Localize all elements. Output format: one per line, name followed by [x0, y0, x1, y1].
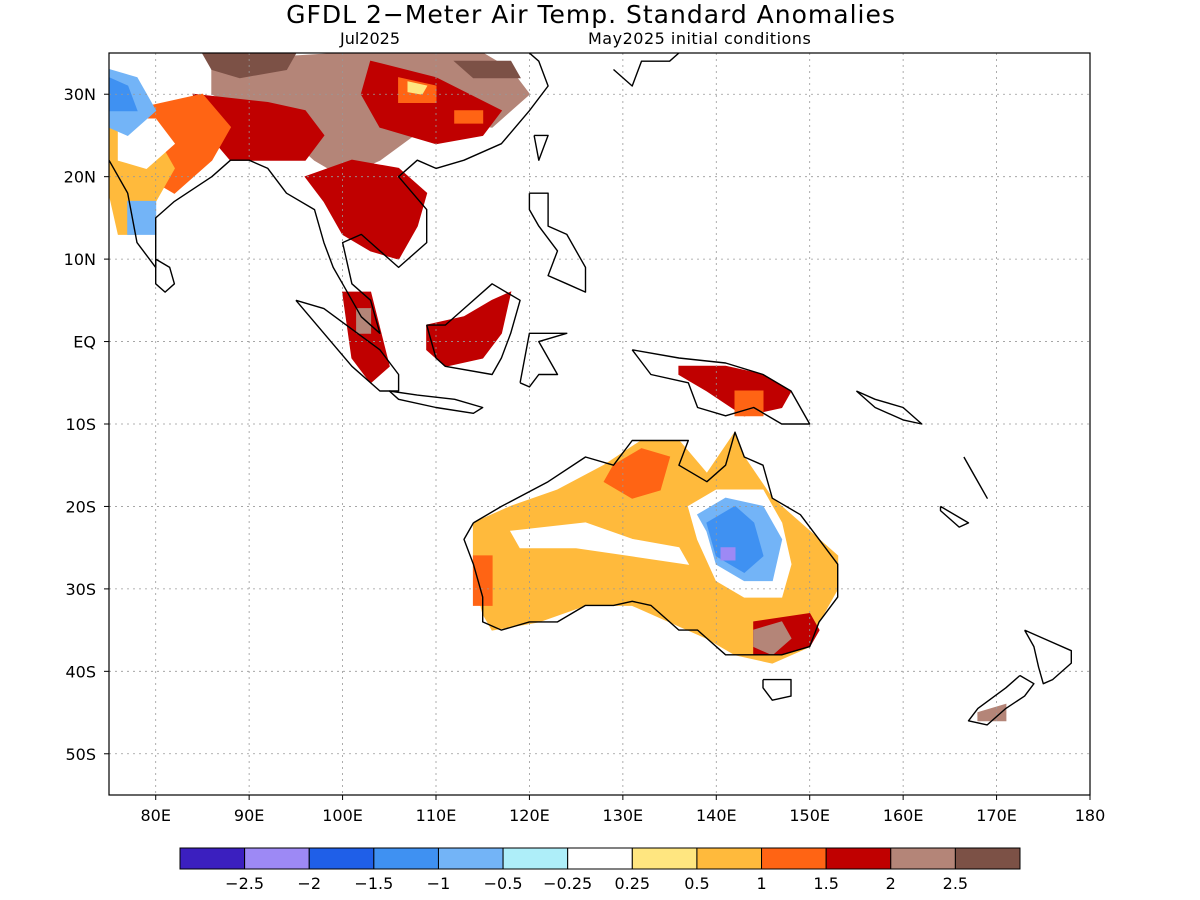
colorbar-label: −0.5 [484, 874, 523, 893]
colorbar: −2.5 −2 −1.5 −1 −0.5 −0.25 0.25 0.5 1 1.5 2 2.5 [179, 847, 1021, 893]
coastline-vanuatu [963, 456, 988, 499]
coastline-nz-south [967, 674, 1035, 726]
y-tick-label: 20N [64, 168, 96, 187]
coastline-tasmania [762, 678, 792, 701]
valid-month-label: Jul2025 [340, 29, 401, 48]
colorbar-label: −2 [297, 874, 321, 893]
latitude-axis: 30N 20N 10N EQ 10S 20S 30S 40S 50S [64, 85, 109, 764]
y-tick-label: 20S [65, 497, 96, 516]
y-tick-label: 30N [64, 85, 96, 104]
y-tick-label: 50S [65, 745, 96, 764]
coastline-new-caledonia [939, 505, 970, 528]
x-tick-label: 90E [234, 806, 264, 825]
x-tick-label: 130E [603, 806, 644, 825]
longitude-axis: 80E 90E 100E 110E 120E 130E 140E 150E 160E 170E 18… [140, 795, 1105, 825]
colorbar-label: −0.25 [543, 874, 592, 893]
colorbar-label: −1.5 [354, 874, 393, 893]
initial-conditions-label: May2025 initial conditions [588, 29, 812, 48]
coastline-sulawesi [519, 332, 568, 388]
coastline-india-asia [109, 53, 549, 334]
colorbar-swatch [890, 847, 956, 870]
x-tick-label: 100E [322, 806, 363, 825]
colorbar-swatch [631, 847, 698, 870]
x-tick-label: 120E [509, 806, 550, 825]
x-tick-label: 170E [976, 806, 1017, 825]
coastline-borneo [426, 283, 521, 376]
x-tick-label: 180 [1075, 806, 1106, 825]
x-tick-label: 110E [416, 806, 457, 825]
coastline-sumatra [295, 299, 400, 392]
anomaly-region-china-orange-2 [454, 110, 484, 124]
colorbar-swatch [567, 847, 633, 870]
colorbar-swatch [502, 847, 569, 870]
colorbar-label: 2.5 [943, 874, 968, 893]
plot-background [109, 53, 1090, 795]
anomaly-region-australia-north-orange [603, 448, 671, 499]
coastline-japan [613, 53, 680, 87]
y-tick-label: 10S [65, 415, 96, 434]
colorbar-label: 1 [756, 874, 766, 893]
colorbar-label: −1 [427, 874, 451, 893]
anomaly-region-indochina [304, 159, 428, 260]
colorbar-swatch [825, 847, 892, 870]
chart-title: GFDL 2−Meter Air Temp. Standard Anomalie… [286, 0, 896, 29]
coastline-taiwan [533, 134, 549, 161]
anomaly-region-australia-central-white [509, 522, 690, 565]
coastline-new-guinea [631, 349, 811, 425]
y-tick-label: 30S [65, 580, 96, 599]
colorbar-swatch [244, 847, 310, 870]
coastline-sri-lanka [154, 258, 176, 293]
anomaly-region-australia-southeast-brown [753, 621, 792, 656]
anomaly-region-mongolia-dark [453, 60, 521, 79]
coastline-java [388, 390, 484, 414]
colorbar-swatch [696, 847, 763, 870]
gridlines [109, 53, 1090, 795]
anomaly-region-australia-west-orange [472, 555, 493, 606]
colorbar-swatch [373, 847, 439, 870]
anomaly-fill-layer [109, 53, 1007, 722]
coastline-australia [463, 431, 839, 656]
colorbar-swatch [437, 847, 504, 870]
anomaly-region-malaya [342, 291, 390, 384]
coastline-philippines [528, 192, 587, 293]
y-tick-label: 10N [64, 250, 96, 269]
colorbar-label: 2 [886, 874, 896, 893]
colorbar-swatch [954, 847, 1021, 870]
x-tick-label: 150E [789, 806, 830, 825]
x-tick-label: 80E [140, 806, 170, 825]
colorbar-label: 0.5 [684, 874, 709, 893]
y-tick-label: EQ [73, 333, 96, 352]
x-tick-label: 160E [883, 806, 924, 825]
colorbar-swatch [761, 847, 827, 870]
colorbar-swatch [308, 847, 375, 870]
colorbar-label: −2.5 [225, 874, 264, 893]
y-tick-label: 40S [65, 662, 96, 681]
colorbar-label: 0.25 [614, 874, 650, 893]
coastline-solomons [855, 390, 923, 425]
anomaly-region-australia-east-purple [720, 547, 736, 561]
colorbar-label: 1.5 [813, 874, 838, 893]
coastline-nz-north [1023, 629, 1073, 685]
coastline-layer [109, 53, 1073, 726]
x-tick-label: 140E [696, 806, 737, 825]
anomaly-region-borneo [426, 291, 512, 367]
colorbar-swatch [179, 847, 246, 870]
